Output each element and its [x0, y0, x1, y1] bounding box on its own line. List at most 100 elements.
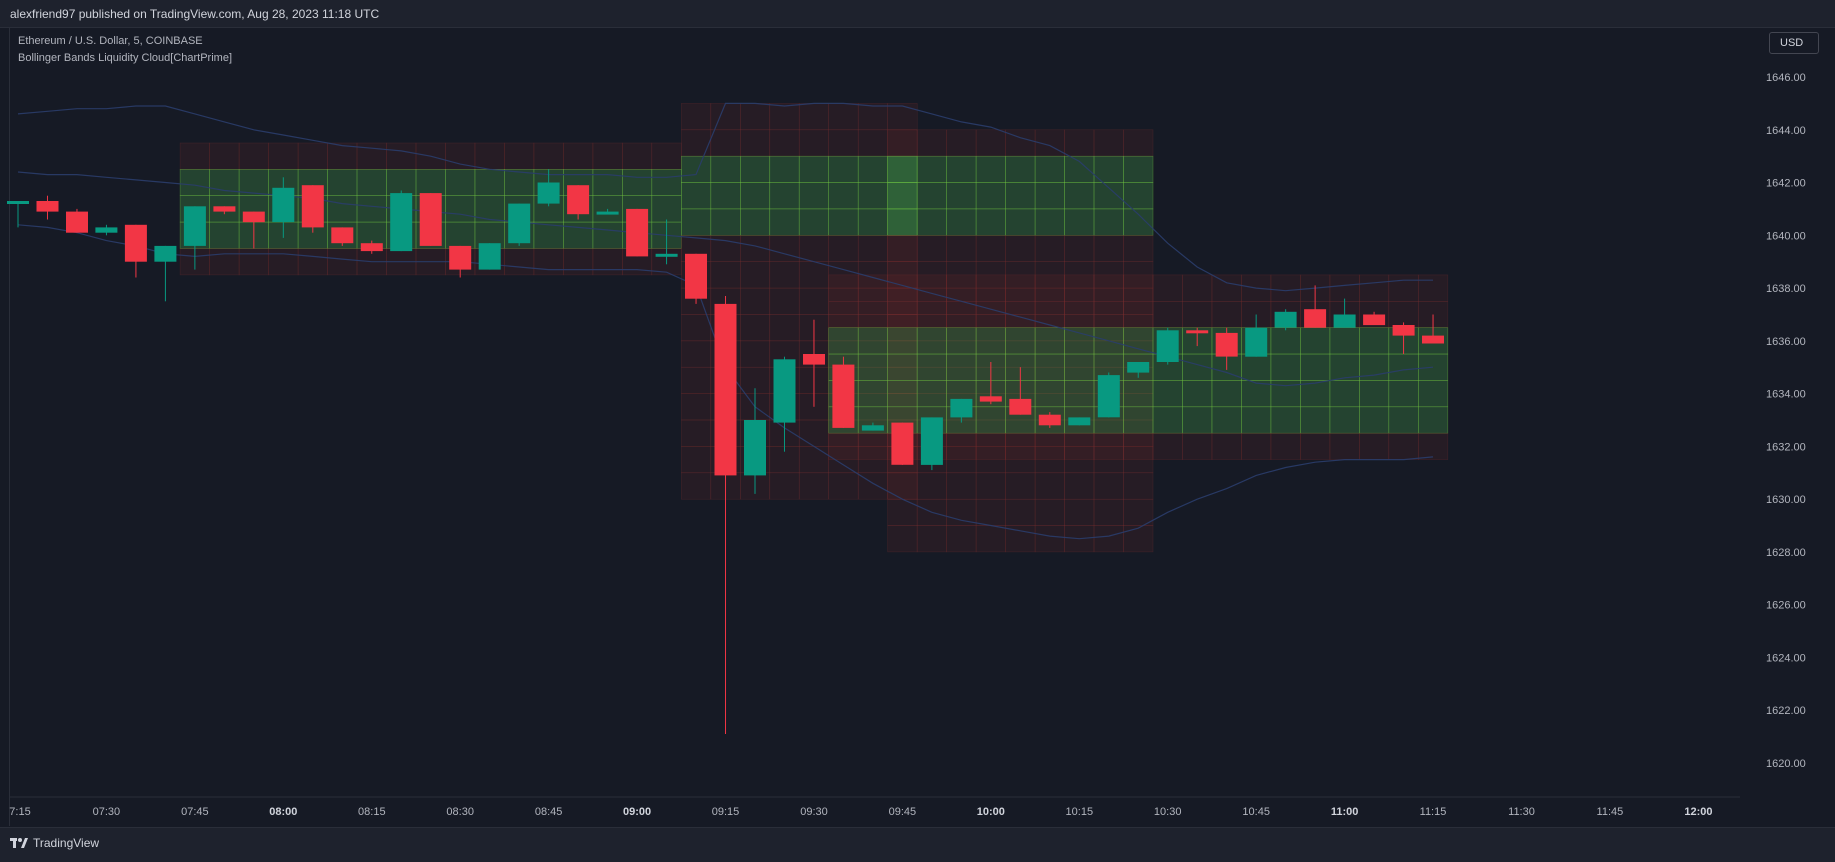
y-axis-tick-label: 1626.00: [1766, 600, 1806, 612]
published-text: alexfriend97 published on TradingView.co…: [10, 7, 380, 21]
liquidity-cloud-cell: [1034, 380, 1065, 408]
liquidity-cloud-cell: [946, 300, 977, 328]
liquidity-cloud-cell: [769, 287, 800, 315]
candle-body: [744, 420, 766, 476]
liquidity-cloud-cell: [857, 446, 889, 474]
liquidity-cloud-cell: [887, 287, 918, 315]
liquidity-cloud-cell: [887, 129, 918, 157]
candle-body: [7, 201, 29, 204]
liquidity-cloud-cell: [1005, 446, 1036, 474]
liquidity-cloud-cell: [238, 142, 269, 170]
liquidity-cloud-cell: [680, 208, 712, 236]
liquidity-cloud-cell: [297, 142, 328, 170]
candle-body: [183, 206, 206, 246]
liquidity-cloud-cell: [1093, 182, 1124, 210]
liquidity-cloud-cell: [1152, 432, 1183, 460]
liquidity-cloud-cell: [1034, 446, 1065, 474]
candle-body: [301, 185, 324, 228]
liquidity-cloud-cell: [504, 169, 535, 197]
x-axis-tick-label: 08:15: [358, 806, 386, 818]
candle-body: [950, 398, 973, 418]
liquidity-cloud-cell: [1093, 446, 1124, 474]
candle-body: [242, 211, 265, 223]
liquidity-cloud-cell: [739, 261, 771, 289]
liquidity-cloud-cell: [916, 261, 947, 289]
candle-body: [449, 245, 472, 270]
liquidity-cloud-cell: [828, 261, 859, 289]
liquidity-cloud-cell: [1211, 432, 1242, 460]
y-axis-tick-label: 1638.00: [1766, 283, 1806, 295]
liquidity-cloud-cell: [1152, 380, 1183, 408]
liquidity-cloud-cell: [1300, 353, 1331, 381]
liquidity-cloud-cell: [710, 103, 741, 131]
liquidity-cloud-cell: [1123, 155, 1154, 183]
liquidity-cloud-cell: [946, 261, 977, 289]
candle-body: [1363, 314, 1386, 326]
chart-pane[interactable]: [9, 27, 1835, 826]
candle-body: [213, 206, 236, 212]
candle-body: [154, 245, 177, 262]
liquidity-cloud-cell: [916, 327, 947, 355]
liquidity-cloud-cell: [1388, 353, 1419, 381]
liquidity-cloud-cell: [975, 261, 1006, 289]
candle-body: [1392, 325, 1415, 336]
liquidity-cloud-cell: [1034, 287, 1065, 315]
liquidity-cloud-cell: [1329, 327, 1360, 355]
liquidity-cloud-cell: [1034, 182, 1065, 210]
liquidity-cloud-cell: [1005, 287, 1036, 315]
liquidity-cloud-cell: [710, 208, 741, 236]
liquidity-cloud-cell: [857, 208, 889, 236]
liquidity-cloud-cell: [1182, 300, 1213, 328]
liquidity-cloud-cell: [739, 129, 771, 157]
liquidity-cloud-cell: [769, 235, 800, 263]
liquidity-cloud-cell: [1005, 235, 1036, 263]
liquidity-cloud-cell: [975, 287, 1006, 315]
currency-button[interactable]: USD: [1769, 32, 1819, 54]
liquidity-cloud-cell: [474, 142, 505, 170]
liquidity-cloud-cell: [1270, 432, 1301, 460]
liquidity-cloud-cell: [1064, 155, 1095, 183]
bollinger-middle-band: [17, 171, 1434, 387]
liquidity-cloud-cell: [1152, 274, 1183, 302]
liquidity-cloud-cell: [887, 327, 918, 355]
liquidity-cloud-cell: [1064, 208, 1095, 236]
liquidity-cloud-cell: [828, 327, 859, 355]
liquidity-cloud-cell: [356, 169, 387, 197]
candle-body: [626, 208, 649, 257]
y-axis-tick-label: 1644.00: [1766, 125, 1806, 137]
liquidity-cloud-cell: [798, 287, 830, 315]
liquidity-cloud-cell: [857, 155, 889, 183]
liquidity-cloud-cell: [1005, 472, 1036, 500]
tradingview-logo[interactable]: TradingView: [10, 836, 99, 850]
candle-body: [1422, 335, 1444, 344]
liquidity-cloud-cell: [828, 432, 859, 460]
liquidity-cloud-cell: [1123, 287, 1154, 315]
liquidity-cloud-cell: [327, 169, 358, 197]
y-axis-tick-label: 1628.00: [1766, 547, 1806, 559]
liquidity-cloud-cell: [1005, 274, 1036, 302]
liquidity-cloud-cell: [1123, 274, 1154, 302]
liquidity-cloud-cell: [1093, 432, 1124, 460]
candle-body: [1215, 332, 1238, 357]
liquidity-cloud-cell: [592, 169, 623, 197]
liquidity-cloud-cell: [1359, 406, 1390, 434]
liquidity-cloud-cell: [1034, 498, 1065, 526]
liquidity-cloud-cell: [946, 129, 977, 157]
indicator-title[interactable]: Bollinger Bands Liquidity Cloud[ChartPri…: [18, 52, 232, 64]
liquidity-cloud-cell: [1123, 432, 1154, 460]
liquidity-cloud-cell: [1123, 208, 1154, 236]
liquidity-cloud-cell: [1034, 300, 1065, 328]
liquidity-cloud-cell: [563, 248, 594, 276]
x-axis-tick-label: 11:15: [1420, 806, 1447, 818]
liquidity-cloud-cell: [1123, 380, 1154, 408]
liquidity-cloud-cell: [386, 142, 417, 170]
liquidity-cloud-cell: [946, 327, 977, 355]
liquidity-cloud-cell: [680, 182, 712, 210]
y-axis-tick-label: 1624.00: [1766, 653, 1806, 665]
liquidity-cloud-cell: [887, 525, 918, 553]
liquidity-cloud-cell: [887, 235, 918, 263]
liquidity-cloud-cell: [1123, 498, 1154, 526]
liquidity-cloud-cell: [1300, 327, 1331, 355]
x-axis-tick-label: 09:00: [623, 806, 651, 818]
